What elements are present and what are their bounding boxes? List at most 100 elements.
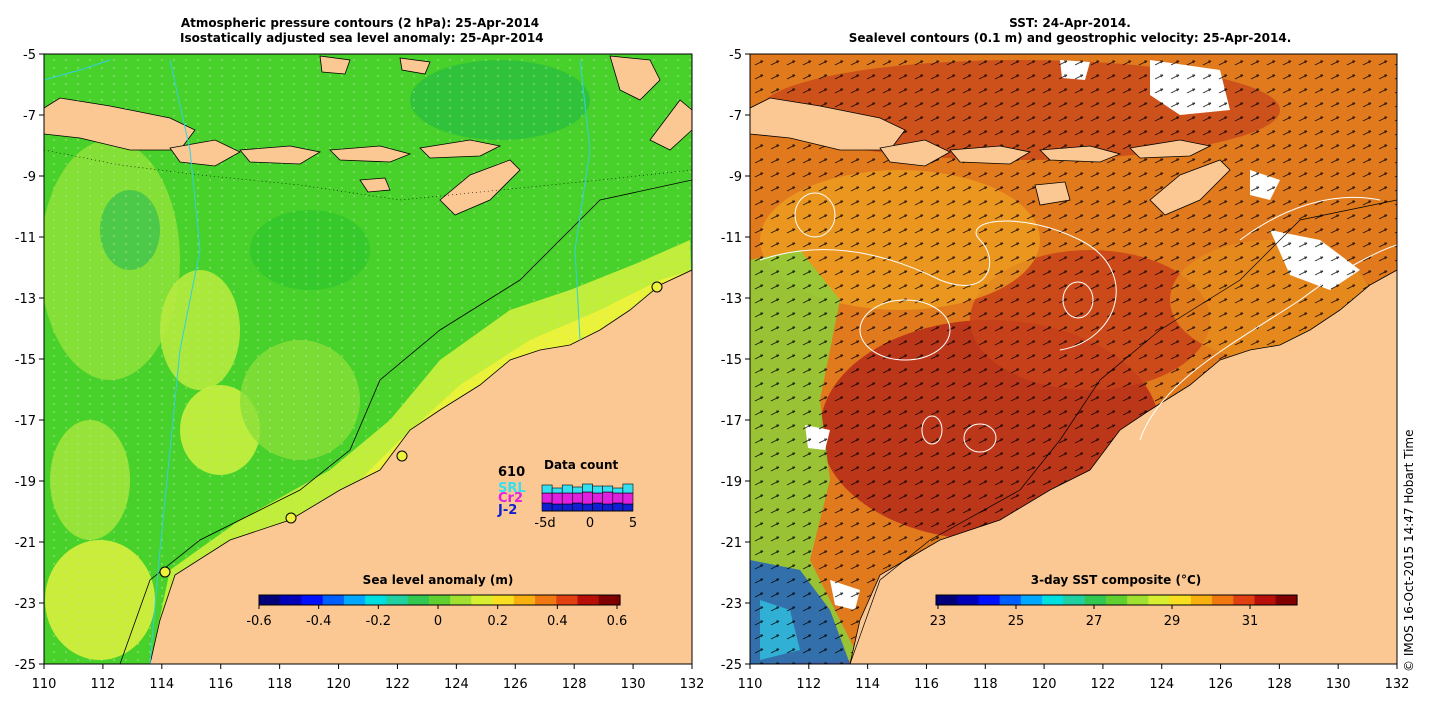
- pressure-contour: [119, 179, 692, 664]
- x-tick-label: 110: [738, 677, 763, 692]
- right-panel-title: SST: 24-Apr-2014. Sealevel contours (0.1…: [820, 16, 1320, 46]
- colorbar-segment: [1127, 595, 1149, 605]
- x-tick-label: 130: [1326, 677, 1351, 692]
- x-tick-label: 122: [1090, 677, 1115, 692]
- tide-gauge-marker[interactable]: [396, 450, 408, 462]
- x-tick-label: 126: [503, 677, 528, 692]
- y-tick-label: -9: [23, 170, 36, 185]
- x-tick-label: 114: [855, 677, 880, 692]
- right-title-line1: SST: 24-Apr-2014.: [1009, 16, 1131, 30]
- y-tick-label: -5: [23, 48, 36, 63]
- colorbar-segment: [428, 595, 451, 605]
- histogram-bar: [592, 485, 603, 494]
- histogram-bar: [612, 492, 624, 504]
- data-count-title: Data count: [544, 458, 619, 472]
- colorbar-segment: [1275, 595, 1298, 605]
- left-title-line2: Isostatically adjusted sea level anomaly…: [180, 31, 544, 45]
- colorbar-segment: [1042, 595, 1065, 605]
- right-x-axis: 110 112 114 116 118 120 122 124 126 128 130 132: [738, 664, 1410, 692]
- histogram-bar: [541, 502, 553, 512]
- colorbar-segment: [259, 595, 281, 605]
- histogram-bar: [622, 503, 634, 512]
- colorbar-segment: [598, 595, 621, 605]
- colorbar-segment: [280, 595, 303, 605]
- bathymetry-contour: [574, 59, 591, 341]
- colorbar-segment: [513, 595, 536, 605]
- histogram-bar: [592, 492, 603, 504]
- x-tick-label: 128: [562, 677, 587, 692]
- x-tick-label: 124: [444, 677, 469, 692]
- colorbar-segment: [999, 595, 1022, 605]
- sla-colorbar-ticks: -0.6 -0.4 -0.2 0 0.2 0.4 0.6: [246, 605, 627, 629]
- colorbar-segment: [450, 595, 472, 605]
- x-tick-label: 112: [796, 677, 821, 692]
- histogram-tick: 0: [586, 516, 594, 531]
- histogram-tick: 5: [629, 516, 637, 531]
- mission-label-cr2: Cr2: [498, 491, 523, 506]
- histogram-bar: [602, 485, 614, 493]
- colorbar-tick-label: 29: [1164, 614, 1181, 629]
- sst-colorbar: [935, 594, 1298, 606]
- histogram-bar: [622, 483, 634, 494]
- y-tick-label: -7: [729, 109, 742, 124]
- colorbar-tick-label: -0.6: [246, 614, 271, 629]
- bathymetry-contour: [44, 59, 111, 81]
- sla-colorbar-title: Sea level anomaly (m): [363, 573, 514, 587]
- colorbar-tick-label: 31: [1242, 614, 1259, 629]
- colorbar-tick-label: 25: [1008, 614, 1025, 629]
- tide-gauge-marker[interactable]: [159, 566, 171, 578]
- footer-credit: © IMOS 16-Oct-2015 14:47 Hobart Time: [1402, 429, 1416, 672]
- colorbar-segment: [343, 595, 366, 605]
- data-count-histogram: [541, 483, 634, 512]
- x-tick-label: 132: [1385, 677, 1410, 692]
- y-tick-label: -23: [15, 597, 36, 612]
- colorbar-tick-label: 0.4: [547, 614, 568, 629]
- tide-gauge-marker[interactable]: [651, 281, 663, 293]
- histogram-bar: [551, 492, 563, 505]
- colorbar-segment: [407, 595, 430, 605]
- histogram-bar: [602, 503, 614, 512]
- y-tick-label: -9: [729, 170, 742, 185]
- x-tick-label: 120: [326, 677, 351, 692]
- colorbar-segment: [1063, 595, 1086, 605]
- left-y-axis: -5 -7 -9 -11 -13 -15 -17 -19 -21 -23 -25: [15, 48, 44, 673]
- colorbar-segment: [322, 595, 345, 605]
- colorbar-tick-label: 0.2: [487, 614, 508, 629]
- sla-map: Sea level anomaly (m) -0.6 -0.4 -0.2 0 0.2 0.…: [15, 48, 705, 692]
- y-tick-label: -19: [15, 475, 36, 490]
- colorbar-tick-label: -0.2: [366, 614, 391, 629]
- histogram-bar: [622, 492, 634, 505]
- histogram-bar: [572, 502, 583, 512]
- colorbar-tick-label: 0.6: [607, 614, 628, 629]
- colorbar-segment: [471, 595, 494, 605]
- x-tick-label: 124: [1149, 677, 1174, 692]
- y-tick-label: -17: [15, 414, 36, 429]
- x-tick-label: 110: [32, 677, 57, 692]
- colorbar-segment: [1148, 595, 1171, 605]
- x-tick-label: 130: [621, 677, 646, 692]
- histogram-bar: [592, 502, 603, 512]
- histogram-bar: [561, 484, 573, 494]
- histogram-bar: [602, 491, 614, 505]
- sst-colorbar-ticks: 23 25 27 29 31: [930, 605, 1259, 629]
- y-tick-label: -15: [721, 353, 742, 368]
- histogram-bar: [572, 486, 583, 494]
- x-tick-label: 112: [90, 677, 115, 692]
- y-tick-label: -21: [15, 536, 36, 551]
- histogram-bar: [582, 503, 593, 512]
- colorbar-segment: [492, 595, 515, 605]
- colorbar-tick-label: 23: [930, 614, 947, 629]
- data-count-total: 610: [498, 465, 525, 480]
- right-title-line2: Sealevel contours (0.1 m) and geostrophi…: [848, 31, 1292, 45]
- sst-colorbar-title: 3-day SST composite (°C): [1031, 573, 1202, 587]
- tide-gauge-marker[interactable]: [285, 512, 297, 524]
- left-x-axis: 110 112 114 116 118 120 122 124 126 128 130 132: [32, 664, 704, 692]
- colorbar-segment: [1020, 595, 1043, 605]
- colorbar-segment: [1084, 595, 1107, 605]
- colorbar-segment: [1212, 595, 1234, 605]
- y-tick-label: -11: [721, 231, 742, 246]
- histogram-bar: [551, 487, 563, 494]
- australia-landmass: [849, 269, 1397, 664]
- left-panel-title: Atmospheric pressure contours (2 hPa): 2…: [180, 16, 544, 46]
- y-tick-label: -21: [721, 536, 742, 551]
